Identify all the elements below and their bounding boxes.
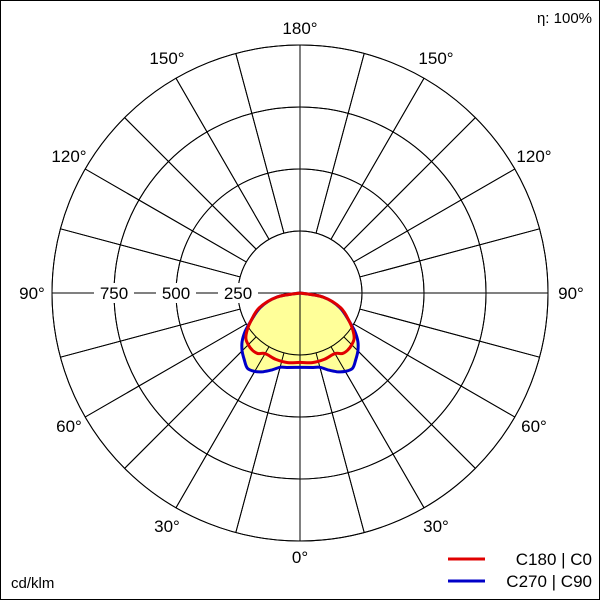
grid-spoke-overlay: [175, 346, 270, 509]
legend: C180 | C0 C270 | C90: [448, 550, 592, 591]
series-line-c270-c90: [240, 291, 360, 374]
grid-spoke-overlay: [124, 117, 257, 250]
radial-tick-labels: 250 500 750: [94, 283, 258, 303]
grid-spoke-overlay: [343, 336, 476, 469]
grid-spoke-overlay: [359, 308, 540, 358]
radial-tick-label-500: 500: [162, 284, 190, 303]
angle-label-0: 0°: [292, 548, 308, 567]
radial-tick-label-250: 250: [224, 284, 252, 303]
grid-spoke-overlay: [60, 308, 241, 358]
grid-spoke-overlay: [235, 352, 285, 533]
grid-spoke-overlay: [353, 168, 516, 263]
radial-label-bg: [94, 283, 134, 303]
grid-overlay: [51, 44, 549, 542]
grid-spoke-overlay: [343, 117, 476, 250]
grid-spoke-overlay: [84, 323, 247, 418]
angle-label-30-right: 30°: [423, 517, 449, 536]
angle-label-90-left: 90°: [19, 284, 45, 303]
grid-spoke-overlay: [315, 53, 365, 234]
grid-spoke-overlay: [359, 228, 540, 278]
curves-layer: [51, 44, 549, 542]
grid-spoke-overlay: [84, 168, 247, 263]
labels-layer: 180° 0° 90° 90° 150° 120° 150° 120° 60° …: [11, 10, 592, 592]
grid-spoke-overlay: [124, 336, 257, 469]
legend-label-1: C270 | C90: [506, 572, 592, 591]
angle-label-60-right: 60°: [521, 417, 547, 436]
series-line-c180-c0: [244, 291, 356, 365]
angle-label-180: 180°: [282, 19, 317, 38]
angle-label-120-right: 120°: [516, 147, 551, 166]
angle-label-150-left: 150°: [149, 49, 184, 68]
angle-label-150-right: 150°: [418, 49, 453, 68]
radial-tick-label-750: 750: [100, 284, 128, 303]
angle-label-90-right: 90°: [558, 284, 584, 303]
grid-spoke-overlay: [330, 346, 425, 509]
grid-spoke-overlay: [315, 352, 365, 533]
legend-label-0: C180 | C0: [516, 550, 592, 569]
grid-spoke-overlay: [330, 77, 425, 240]
grid-spoke-overlay: [235, 53, 285, 234]
angle-label-30-left: 30°: [154, 517, 180, 536]
angle-label-60-left: 60°: [56, 417, 82, 436]
grid-spoke-overlay: [60, 228, 241, 278]
grid-spoke-overlay: [175, 77, 270, 240]
radial-label-bg: [218, 283, 258, 303]
radial-label-bg: [156, 283, 196, 303]
angle-label-120-left: 120°: [51, 147, 86, 166]
unit-label: cd/klm: [11, 575, 54, 592]
efficiency-label: η: 100%: [537, 10, 592, 27]
grid-spoke-overlay: [353, 323, 516, 418]
